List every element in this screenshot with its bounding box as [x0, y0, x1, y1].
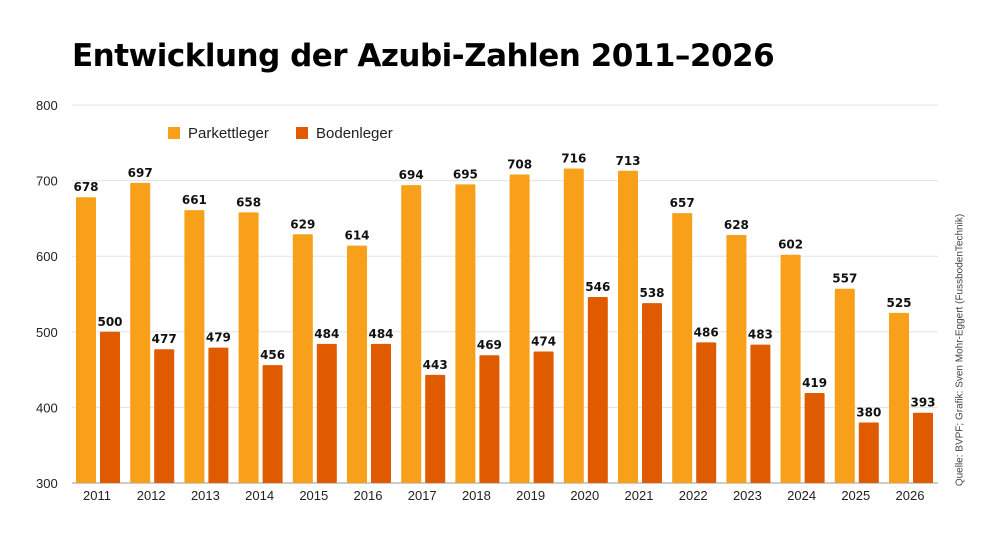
y-tick-label: 800 [36, 98, 58, 113]
y-tick-label: 400 [36, 400, 58, 415]
data-label: 657 [670, 196, 695, 210]
data-label: 716 [561, 152, 586, 166]
bar-bodenleger [208, 347, 229, 483]
data-label: 486 [694, 325, 719, 339]
data-label: 500 [97, 315, 122, 329]
bar-bodenleger [750, 344, 771, 483]
bar-parkettleger [509, 174, 530, 483]
data-label: 713 [615, 154, 640, 168]
bar-bodenleger [858, 422, 879, 483]
bar-parkettleger [455, 184, 476, 483]
bar-bodenleger [913, 412, 933, 483]
bar-bodenleger [587, 297, 608, 483]
bar-parkettleger [780, 254, 801, 483]
x-tick-label: 2022 [679, 488, 708, 503]
bar-parkettleger [238, 212, 259, 484]
y-tick-label: 300 [36, 476, 58, 491]
bar-parkettleger [726, 235, 747, 483]
bar-bodenleger [804, 393, 825, 483]
data-label: 474 [531, 334, 556, 348]
data-label: 484 [368, 327, 393, 341]
data-label: 477 [152, 332, 177, 346]
data-label: 469 [477, 338, 502, 352]
y-tick-label: 500 [36, 325, 58, 340]
x-tick-label: 2021 [625, 488, 654, 503]
x-tick-label: 2012 [137, 488, 166, 503]
data-label: 479 [206, 331, 231, 345]
x-tick-label: 2018 [462, 488, 491, 503]
x-tick-label: 2017 [408, 488, 437, 503]
data-label: 658 [236, 195, 261, 209]
bar-bodenleger [371, 343, 391, 483]
y-tick-label: 600 [36, 249, 58, 264]
data-label: 614 [344, 229, 369, 243]
source-note: Quelle: BVPF; Grafik: Sven Mohr-Eggert (… [954, 213, 966, 487]
data-label: 538 [639, 286, 664, 300]
x-tick-label: 2016 [354, 488, 383, 503]
data-label: 661 [182, 193, 207, 207]
bar-bodenleger [100, 331, 120, 483]
bar-bodenleger [642, 303, 662, 483]
bar-bodenleger [154, 349, 175, 483]
data-label: 678 [73, 180, 98, 194]
data-label: 557 [832, 272, 857, 286]
data-label: 456 [260, 348, 285, 362]
data-label: 393 [910, 396, 935, 410]
x-tick-label: 2015 [299, 488, 328, 503]
data-label: 380 [856, 406, 881, 420]
legend-swatch [168, 127, 180, 139]
bar-bodenleger [533, 351, 554, 483]
data-label: 419 [802, 376, 827, 390]
legend-label: Bodenleger [316, 125, 393, 142]
x-tick-label: 2013 [191, 488, 220, 503]
bar-parkettleger [401, 185, 422, 484]
bar-parkettleger [672, 213, 693, 483]
data-label: 697 [128, 166, 153, 180]
data-label: 443 [423, 358, 448, 372]
data-label: 602 [778, 238, 803, 252]
x-tick-label: 2011 [83, 488, 111, 503]
x-tick-label: 2023 [733, 488, 762, 503]
x-tick-label: 2024 [787, 488, 816, 503]
bar-bodenleger [696, 342, 717, 483]
bar-parkettleger [563, 168, 584, 483]
x-tick-label: 2026 [896, 488, 925, 503]
bar-bodenleger [316, 343, 337, 483]
chart-title: Entwicklung der Azubi-Zahlen 2011–2026 [72, 38, 775, 74]
data-label: 629 [290, 217, 315, 231]
data-label: 628 [724, 218, 749, 232]
bar-parkettleger [618, 170, 638, 483]
bar-parkettleger [184, 210, 205, 484]
x-tick-label: 2020 [570, 488, 599, 503]
data-label: 708 [507, 158, 532, 172]
bar-parkettleger [889, 312, 909, 483]
bar-parkettleger [834, 288, 855, 483]
y-tick-label: 700 [36, 174, 58, 189]
data-label: 525 [886, 296, 911, 310]
data-label: 484 [314, 327, 339, 341]
data-label: 483 [748, 328, 773, 342]
bar-parkettleger [292, 234, 313, 483]
legend-swatch [296, 127, 308, 139]
data-label: 695 [453, 167, 478, 181]
bar-parkettleger [76, 197, 96, 483]
bar-parkettleger [347, 245, 367, 483]
legend-label: Parkettleger [188, 125, 269, 142]
x-tick-label: 2025 [841, 488, 870, 503]
x-tick-label: 2014 [245, 488, 274, 503]
bar-bodenleger [425, 374, 446, 483]
bar-bodenleger [479, 355, 500, 483]
bar-bodenleger [262, 365, 283, 483]
data-label: 694 [399, 168, 424, 182]
data-label: 546 [585, 280, 610, 294]
bar-parkettleger [130, 182, 151, 484]
x-tick-label: 2019 [516, 488, 545, 503]
